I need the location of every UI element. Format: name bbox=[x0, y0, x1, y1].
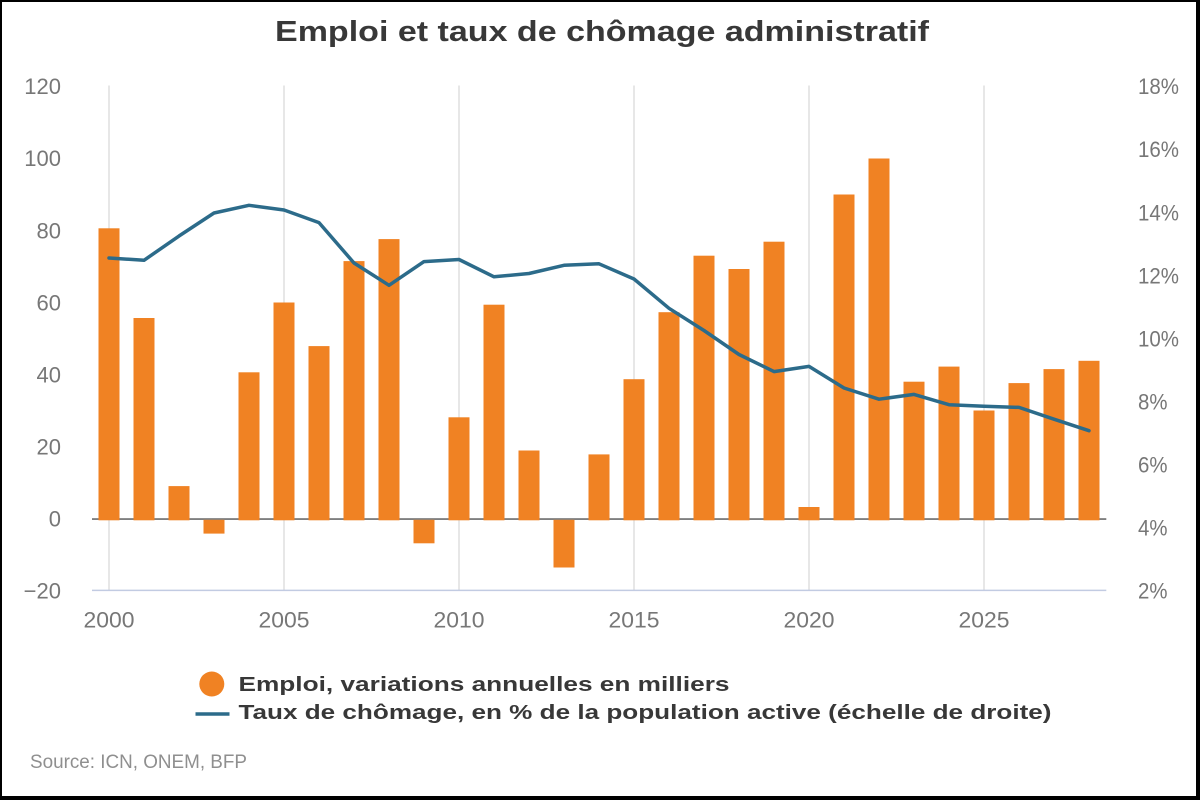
svg-text:Source: ICN, ONEM, BFP: Source: ICN, ONEM, BFP bbox=[30, 752, 247, 773]
svg-text:Emploi et taux de chômage admi: Emploi et taux de chômage administratif bbox=[275, 16, 929, 48]
svg-text:14%: 14% bbox=[1138, 200, 1179, 225]
svg-text:60: 60 bbox=[37, 290, 61, 315]
svg-text:12%: 12% bbox=[1138, 263, 1179, 288]
svg-text:100: 100 bbox=[24, 146, 61, 171]
svg-text:Emploi, variations annuelles e: Emploi, variations annuelles en milliers bbox=[239, 674, 730, 696]
svg-text:4%: 4% bbox=[1138, 515, 1168, 540]
svg-text:16%: 16% bbox=[1138, 137, 1179, 162]
svg-text:18%: 18% bbox=[1138, 74, 1179, 99]
svg-text:20: 20 bbox=[37, 434, 61, 459]
svg-text:2005: 2005 bbox=[259, 608, 310, 633]
svg-text:2000: 2000 bbox=[84, 608, 135, 633]
svg-text:2020: 2020 bbox=[784, 608, 835, 633]
svg-text:80: 80 bbox=[37, 218, 61, 243]
svg-text:2010: 2010 bbox=[434, 608, 485, 633]
svg-text:−20: −20 bbox=[24, 578, 61, 603]
svg-text:8%: 8% bbox=[1138, 389, 1168, 414]
svg-text:2015: 2015 bbox=[609, 608, 660, 633]
svg-text:2025: 2025 bbox=[959, 608, 1010, 633]
svg-text:40: 40 bbox=[37, 362, 61, 387]
svg-text:10%: 10% bbox=[1138, 326, 1179, 351]
svg-text:0: 0 bbox=[49, 506, 61, 531]
svg-text:Taux de chômage, en % de la po: Taux de chômage, en % de la population a… bbox=[239, 702, 1052, 724]
svg-text:120: 120 bbox=[24, 74, 61, 99]
svg-text:6%: 6% bbox=[1138, 452, 1168, 477]
svg-text:2%: 2% bbox=[1138, 578, 1168, 603]
